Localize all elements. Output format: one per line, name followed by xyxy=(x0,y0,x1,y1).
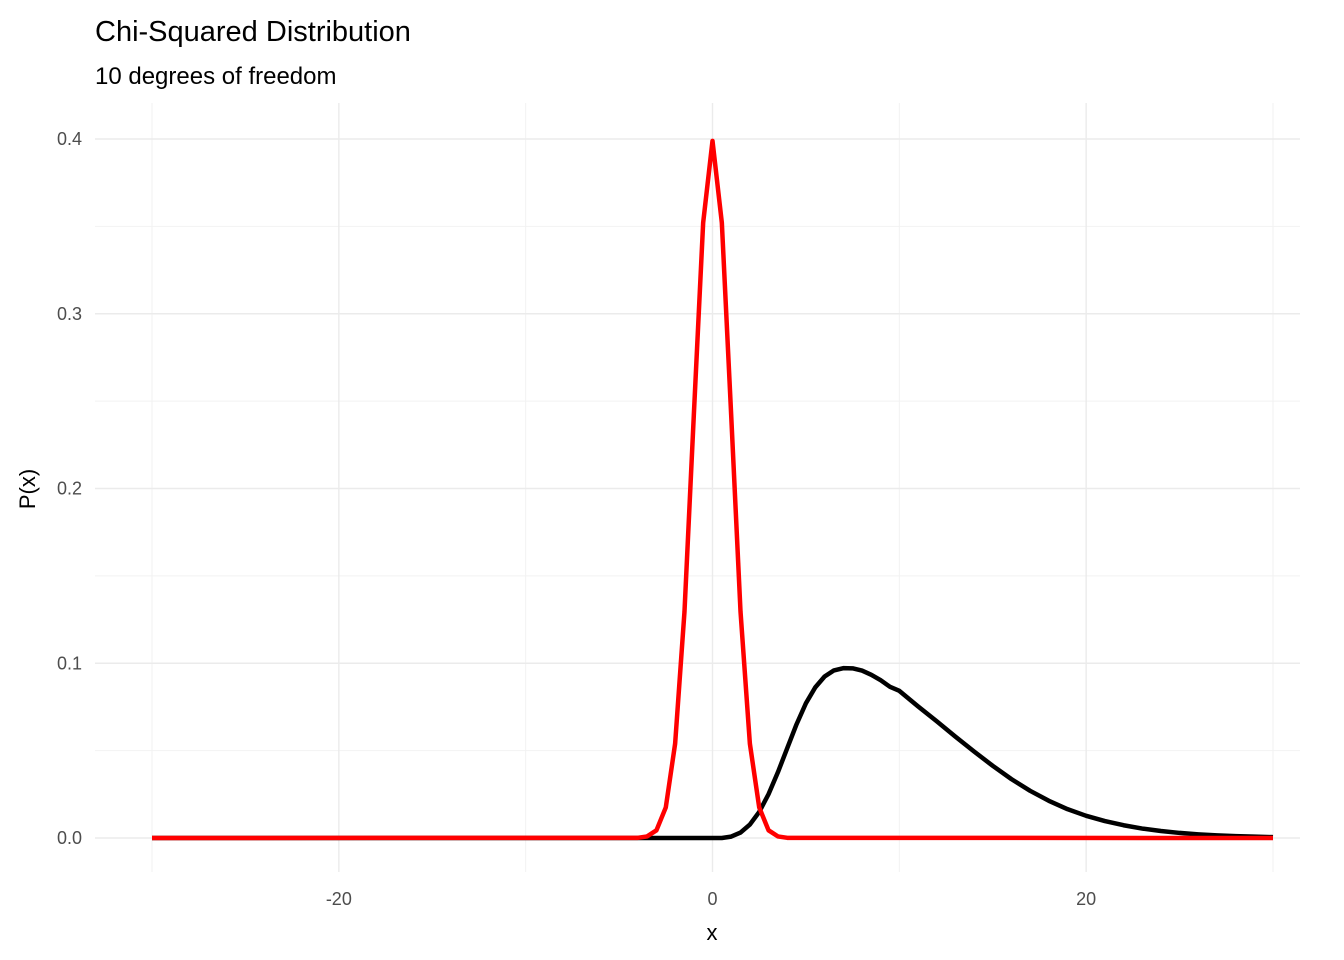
x-axis: -20 0 20 xyxy=(326,889,1096,909)
y-axis-title: P(x) xyxy=(15,469,40,509)
y-tick-label: 0.2 xyxy=(57,479,82,499)
x-axis-title: x xyxy=(707,920,718,945)
y-tick-label: 0.1 xyxy=(57,653,82,673)
major-gridlines xyxy=(95,103,1300,872)
minor-gridlines xyxy=(95,103,1300,872)
series-line-1 xyxy=(152,665,1274,841)
series-line-2 xyxy=(151,138,1274,841)
x-tick-label: 0 xyxy=(707,889,717,909)
chart-title: Chi-Squared Distribution xyxy=(95,16,411,48)
y-axis: 0.0 0.1 0.2 0.3 0.4 xyxy=(57,129,82,848)
y-tick-label: 0.4 xyxy=(57,129,82,149)
y-tick-label: 0.3 xyxy=(57,304,82,324)
series-layer xyxy=(151,138,1274,841)
x-tick-label: -20 xyxy=(326,889,352,909)
x-tick-label: 20 xyxy=(1076,889,1096,909)
y-tick-label: 0.0 xyxy=(57,828,82,848)
plot-panel xyxy=(95,103,1300,872)
chart-subtitle: 10 degrees of freedom xyxy=(95,63,337,90)
